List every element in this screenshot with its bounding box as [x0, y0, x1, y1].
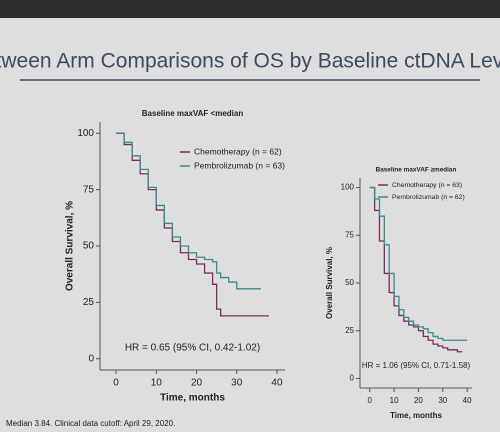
x-tick-label: 10	[151, 378, 163, 389]
legend-label: Pembrolizumab (n = 63)	[194, 160, 285, 170]
legend-label: Chemotherapy (n = 62)	[194, 146, 282, 156]
legend-label: Pembrolizumab (n = 62)	[392, 194, 465, 201]
survival-curve	[116, 132, 261, 290]
x-tick-label: 10	[390, 396, 399, 405]
y-tick-label: 100	[77, 128, 94, 139]
x-tick-label: 20	[414, 396, 423, 405]
y-axis-label: Overall Survival, %	[65, 201, 76, 291]
y-axis-label: Overall Survival, %	[325, 247, 334, 319]
x-tick-label: 20	[191, 378, 203, 389]
x-tick-label: 40	[271, 378, 283, 389]
x-tick-label: 30	[231, 378, 243, 389]
x-tick-label: 0	[113, 378, 119, 389]
y-tick-label: 50	[83, 241, 95, 252]
y-tick-label: 50	[345, 278, 354, 287]
y-tick-label: 25	[345, 326, 354, 335]
slide-background	[0, 18, 500, 432]
x-tick-label: 30	[438, 396, 447, 405]
slide-title: Between Arm Comparisons of OS by Baselin…	[0, 50, 500, 73]
x-axis-label: Time, months	[390, 411, 442, 420]
survival-curve	[369, 186, 468, 341]
survival-curve	[369, 186, 463, 353]
annotation: HR = 0.65 (95% CI, 0.42-1.02)	[125, 343, 260, 354]
x-tick-label: 0	[368, 396, 373, 405]
y-tick-label: 0	[88, 353, 94, 364]
footnote: Median 3.84. Clinical data cutoff: April…	[6, 419, 175, 428]
x-tick-label: 40	[463, 396, 472, 405]
y-tick-label: 0	[350, 374, 355, 383]
y-tick-label: 75	[345, 230, 354, 239]
y-tick-label: 25	[83, 297, 95, 308]
x-axis-label: Time, months	[160, 393, 225, 404]
annotation: HR = 1.06 (95% CI, 0.71-1.58)	[362, 361, 471, 370]
legend-label: Chemotherapy (n = 63)	[392, 182, 462, 189]
chart-subtitle: Baseline maxVAF <median	[142, 109, 244, 118]
chart-subtitle: Baseline maxVAF ≥median	[376, 167, 457, 174]
y-tick-label: 75	[83, 184, 95, 195]
y-tick-label: 100	[341, 183, 355, 192]
